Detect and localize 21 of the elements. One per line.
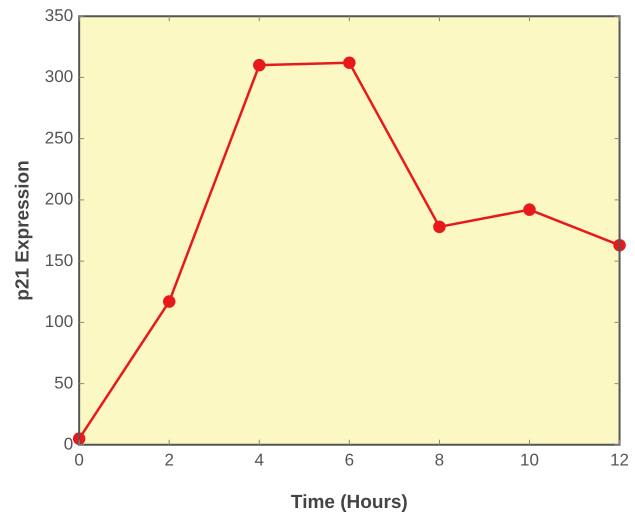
- y-tick-label: 300: [44, 67, 74, 86]
- x-tick-label: 4: [254, 450, 264, 470]
- point: [253, 58, 266, 72]
- y-tick-label: 150: [44, 250, 74, 270]
- y-tick-label: 50: [54, 373, 74, 392]
- y-tick-label: 100: [44, 312, 74, 332]
- x-tick-label: 12: [610, 450, 630, 470]
- y-axis-title: p21 Expression: [12, 160, 34, 301]
- x-axis-title: Time (Hours): [290, 492, 408, 513]
- x-tick-label: 10: [520, 450, 539, 470]
- y-tick-label: 0: [64, 434, 74, 454]
- point: [523, 203, 536, 216]
- point: [162, 295, 176, 308]
- point: [343, 56, 356, 69]
- point: [433, 220, 446, 234]
- x-tick-label: 8: [434, 450, 444, 470]
- y-tick-label: 200: [44, 190, 74, 209]
- y-tick-label: 250: [44, 128, 74, 148]
- x-tick-label: 6: [344, 450, 354, 470]
- x-tick-label: 2: [164, 450, 174, 470]
- y-tick-label: 350: [44, 6, 74, 25]
